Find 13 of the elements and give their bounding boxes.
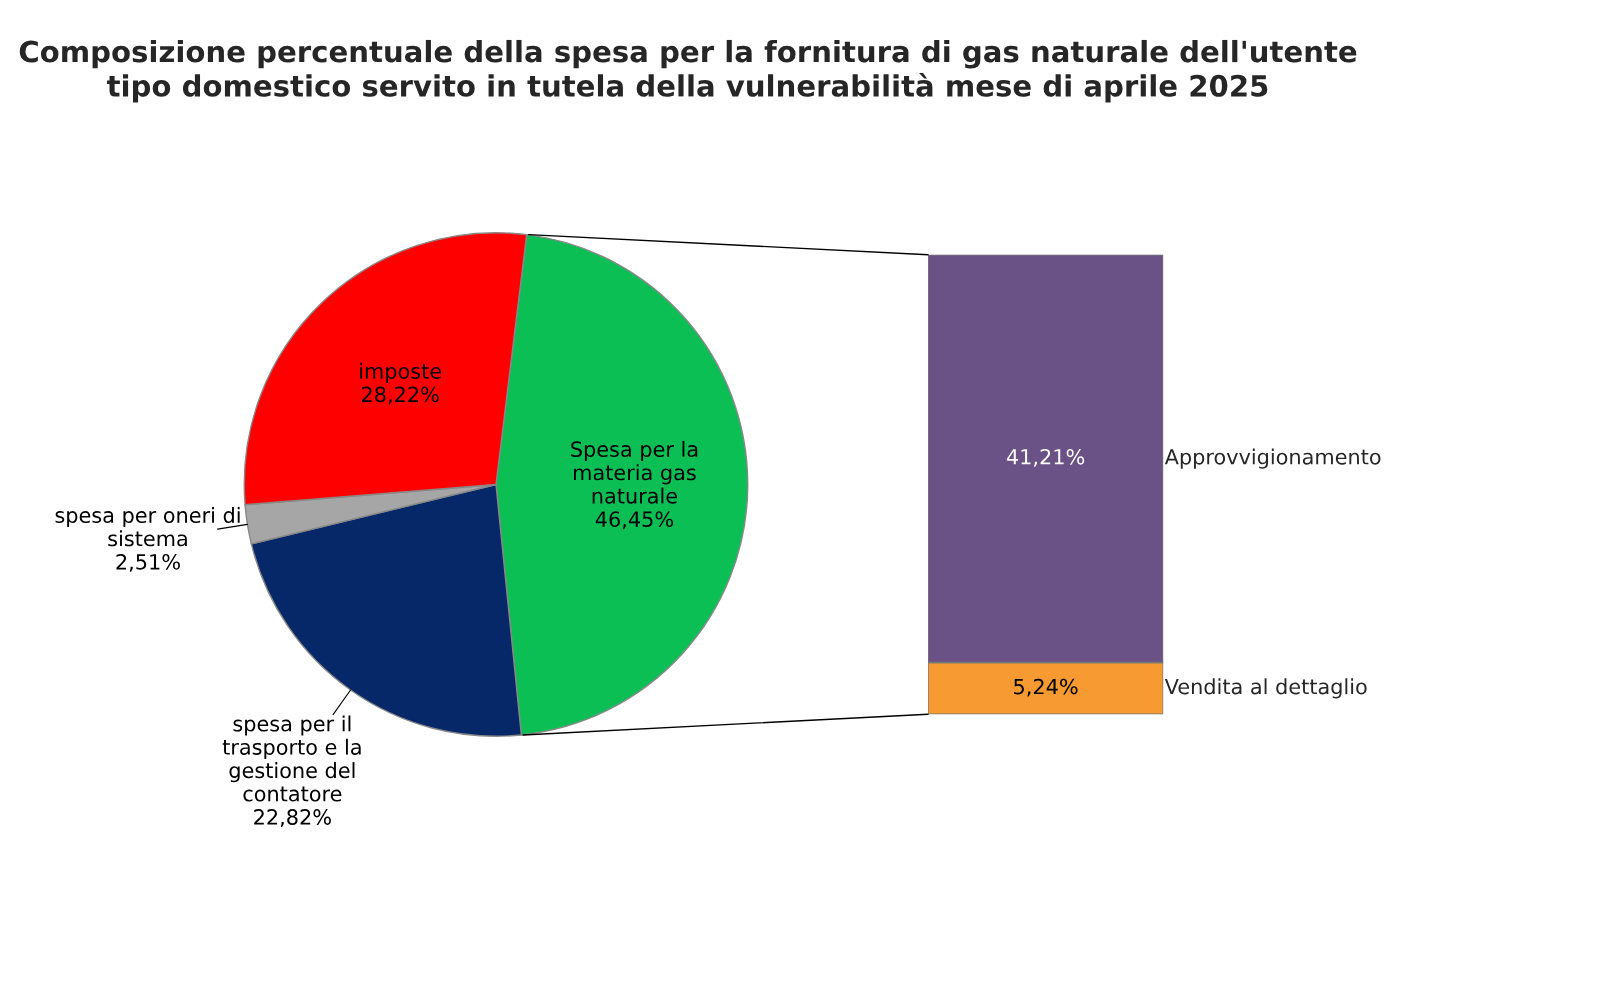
slice-label: imposte bbox=[360, 362, 442, 383]
chart-title: Composizione percentuale della spesa per la fornitura di gas naturale dell'utente tipo domestico servito in tutela della vulnerabilità mese di aprile 2025 bbox=[19, 39, 1357, 103]
data-label: 5,24% bbox=[1014, 678, 1078, 697]
series-label: Vendita al dettaglio bbox=[1164, 678, 1367, 699]
series-label: Approvvigionamento bbox=[1164, 448, 1381, 469]
data-label: 46,45% bbox=[595, 511, 674, 530]
slice-label: spesa per oneri di sistema bbox=[55, 506, 240, 547]
data-label: 41,21% bbox=[1006, 448, 1085, 467]
data-label: 22,82% bbox=[254, 809, 331, 827]
slice-label: spesa per il trasporto e la gestione del contatore bbox=[222, 715, 361, 802]
data-label: 28,22% bbox=[361, 386, 439, 405]
slice-label: Spesa per la materia gas naturale bbox=[571, 440, 698, 504]
data-label: 2,51% bbox=[116, 553, 180, 572]
